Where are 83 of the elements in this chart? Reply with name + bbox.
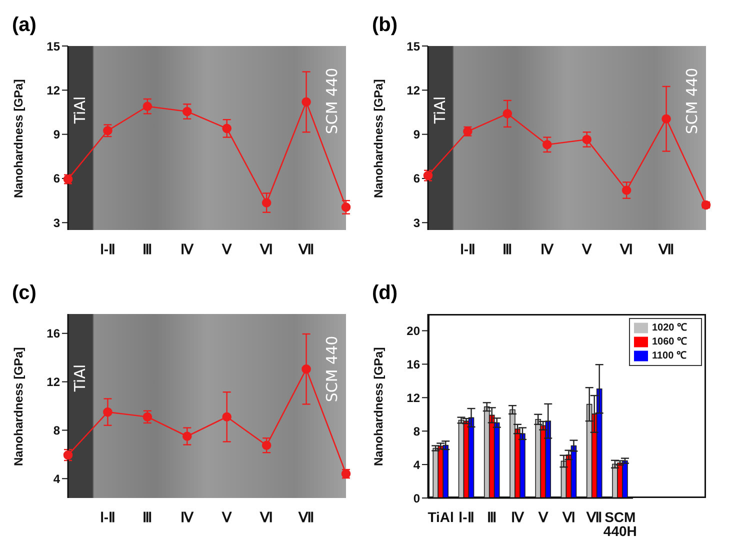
y-tick-label: 8 [413,424,420,438]
x-tick-label: Ⅲ [142,509,152,525]
point [262,440,272,450]
point [423,170,433,180]
annotation: TiAl [71,96,90,124]
x-tick-label: Ⅵ [619,241,634,257]
chart-title: (d) [372,282,398,305]
chart-title: (b) [372,14,398,37]
x-tick-label: Ⅶ [657,241,674,257]
y-tick-label: 9 [413,128,420,142]
point [341,202,351,212]
point [262,198,272,208]
annotation: TiAl [431,96,450,124]
x-tick-label: Ⅵ [561,509,576,525]
point [103,407,112,417]
x-tick-label: Ⅴ [220,241,232,257]
y-tick-label: 12 [46,83,60,98]
y-tick-label: 12 [406,390,420,405]
point [302,364,311,374]
x-tick-label: Ⅲ [142,241,152,257]
x-tick-label: Ⅰ-Ⅱ [460,241,476,257]
y-tick-label: 4 [413,458,420,472]
point [103,126,112,136]
y-tick-label: 8 [53,423,60,438]
legend-label: 1020 ℃ [652,322,687,334]
point [582,134,592,144]
annotation: SCM 440 [323,68,341,134]
y-tick-label: 3 [53,216,60,230]
x-tick-label: Ⅲ [502,241,512,257]
y-tick-label: 4 [53,472,60,486]
chart-title: (a) [12,14,36,37]
point [222,124,232,134]
x-tick-label: SCM 440H [603,509,637,539]
x-tick-label: Ⅴ [580,241,592,257]
x-tick-label: Ⅳ [180,509,195,525]
y-tick-label: 0 [413,491,420,506]
x-tick-label: Ⅰ-Ⅱ [100,509,116,525]
x-tick-label: Ⅶ [297,241,314,257]
x-tick-label: Ⅳ [511,509,526,525]
point [542,140,552,150]
annotation: TiAl [71,364,90,392]
x-tick-label: TiAl [428,509,454,525]
point [182,432,192,441]
chart-title: (c) [12,282,36,305]
y-tick-label: 12 [406,83,420,98]
point [182,106,192,116]
y-tick-label: 12 [46,375,60,390]
x-tick-label: Ⅳ [540,241,555,257]
x-tick-label: Ⅲ [487,509,498,525]
y-axis-title: Nanohardness [GPa] [371,347,386,466]
point [662,114,671,124]
y-tick-label: 6 [413,172,420,186]
point [63,174,73,184]
legend-label: 1100 ℃ [652,350,686,362]
point [63,450,73,460]
y-axis-title: Nanohardness [GPa] [11,79,26,198]
x-tick-label: Ⅵ [259,241,274,257]
y-axis-title: Nanohardness [GPa] [371,79,386,198]
point [222,412,232,422]
x-tick-label: Ⅶ [586,509,603,525]
point [502,109,512,118]
x-tick-label: Ⅰ-Ⅱ [100,241,116,257]
x-tick-label: Ⅵ [259,509,274,525]
y-tick-label: 3 [413,216,420,230]
y-tick-label: 20 [406,324,420,338]
y-axis-title: Nanohardness [GPa] [11,347,26,466]
y-tick-label: 9 [53,128,60,142]
y-tick-label: 16 [46,326,60,341]
y-tick-label: 15 [406,39,420,54]
annotation: SCM 440 [683,68,701,134]
annotation: SCM 440 [323,336,341,402]
x-tick-label: Ⅴ [220,509,232,525]
legend-label: 1060 ℃ [652,336,687,348]
x-tick-label: Ⅰ-Ⅱ [458,509,474,525]
y-tick-label: 16 [406,357,420,372]
x-tick-label: Ⅶ [297,509,314,525]
y-tick-label: 6 [53,172,60,186]
x-tick-label: Ⅳ [180,241,195,257]
y-tick-label: 15 [46,39,60,54]
x-tick-label: Ⅴ [537,509,548,525]
point [142,102,152,111]
point [302,97,311,107]
point [622,186,632,195]
